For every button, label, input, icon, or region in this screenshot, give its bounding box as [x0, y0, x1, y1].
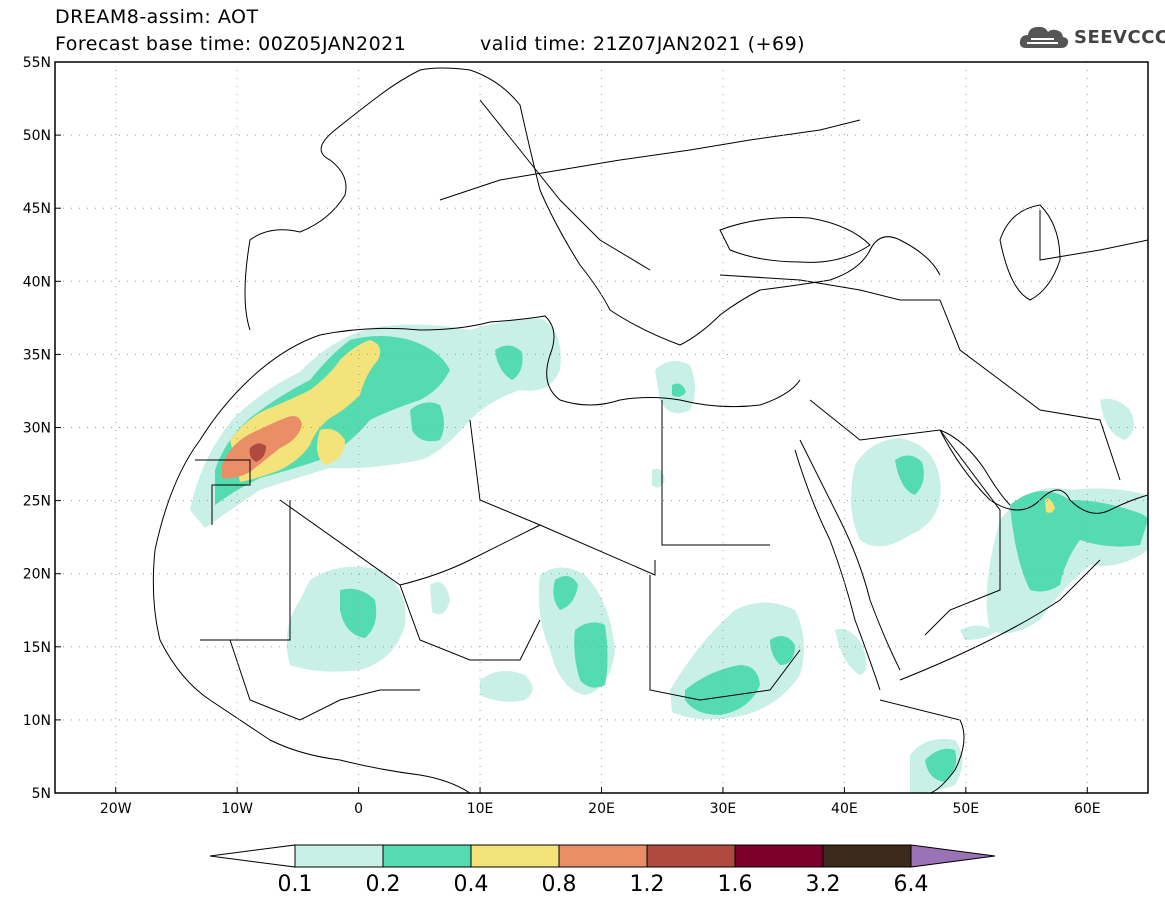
lat-label: 20N: [23, 567, 51, 583]
colorbar-label: 1.6: [718, 872, 753, 897]
lat-label: 25N: [23, 494, 51, 510]
colorbar-segment: [734, 844, 824, 868]
arabia-south-coast: [899, 559, 1101, 681]
border-sahara-1: [195, 459, 251, 525]
lon-label: 30E: [710, 801, 737, 817]
latitude-axis: 55N 50N 45N 40N 35N 30N 25N 20N 15N 10N 5N: [23, 55, 61, 802]
persian-gulf: [939, 429, 1011, 506]
colorbar-under-triangle: [209, 844, 296, 868]
lon-label: 0: [354, 801, 363, 817]
lat-label: 15N: [23, 640, 51, 656]
border-iran: [939, 299, 1121, 481]
colorbar-segment: [470, 844, 560, 868]
horn-africa-coast: [879, 699, 965, 793]
aot-fields: [190, 318, 1148, 793]
west-africa-coast: [152, 549, 471, 793]
lat-label: 10N: [23, 713, 51, 729]
aot-layer-1-2: [249, 443, 266, 462]
map-title: DREAM8-assim: AOT: [55, 6, 259, 28]
colorbar-segment: [558, 844, 648, 868]
border-saudi: [809, 399, 1001, 636]
lat-label: 55N: [23, 55, 51, 71]
aot-layer-0-2: [215, 336, 1148, 782]
colorbar-label: 0.1: [278, 872, 313, 897]
red-sea-coast-west: [794, 449, 881, 691]
border-turkey: [719, 274, 940, 301]
colorbar-label: 1.2: [630, 872, 665, 897]
lon-label: 10W: [221, 801, 253, 817]
cloud-icon: [1019, 26, 1069, 48]
border-sudan: [649, 575, 801, 701]
colorbar-segment: [382, 844, 472, 868]
coastlines-borders: [152, 67, 1148, 793]
red-sea-coast-east: [799, 439, 901, 671]
border-wafrica-1: [229, 639, 420, 721]
lon-label: 20E: [588, 801, 615, 817]
colorbar-label: 0.4: [454, 872, 489, 897]
lon-label: 60E: [1074, 801, 1101, 817]
lat-label: 45N: [23, 201, 51, 217]
valid-time: valid time: 21Z07JAN2021 (+69): [480, 33, 806, 55]
lat-label: 40N: [23, 274, 51, 290]
border-libya-chad: [539, 524, 656, 576]
arabia-east-coast: [939, 429, 1148, 514]
aot-colorbar: 0.1 0.2 0.4 0.8 1.2 1.6 3.2 6.4: [209, 844, 996, 897]
colorbar-label: 0.8: [542, 872, 577, 897]
colorbar-over-triangle: [910, 844, 996, 868]
colorbar-segment: [294, 844, 384, 868]
lat-label: 5N: [32, 786, 51, 802]
forecast-base-time: Forecast base time: 00Z05JAN2021: [55, 33, 407, 55]
europe-coastline: [244, 67, 941, 346]
lon-label: 20W: [100, 801, 132, 817]
lat-label: 35N: [23, 347, 51, 363]
lon-label: 40E: [831, 801, 858, 817]
lon-label: 50E: [952, 801, 979, 817]
border-europe-2: [479, 99, 651, 271]
black-sea: [719, 217, 871, 263]
colorbar-segment: [822, 844, 912, 868]
lon-label: 10E: [467, 801, 494, 817]
border-central-asia: [1039, 210, 1148, 261]
colorbar-label: 3.2: [806, 872, 841, 897]
lat-label: 30N: [23, 421, 51, 437]
border-algeria: [469, 419, 541, 526]
seevccc-logo: SEEVCCC: [1018, 22, 1165, 52]
border-libya-egypt: [661, 400, 770, 546]
border-sahara-2: [279, 499, 541, 586]
colorbar-label: 0.2: [366, 872, 401, 897]
border-wafrica-2: [399, 584, 541, 661]
colorbar-segment: [646, 844, 736, 868]
logo-text: SEEVCCC: [1074, 26, 1165, 48]
longitude-axis: 20W 10W 0 10E 20E 30E 40E 50E 60E: [100, 787, 1101, 817]
north-africa-coastline: [154, 315, 801, 551]
colorbar-label: 6.4: [894, 872, 929, 897]
lat-label: 50N: [23, 128, 51, 144]
caspian-sea: [999, 204, 1061, 301]
border-europe-1: [439, 119, 861, 201]
